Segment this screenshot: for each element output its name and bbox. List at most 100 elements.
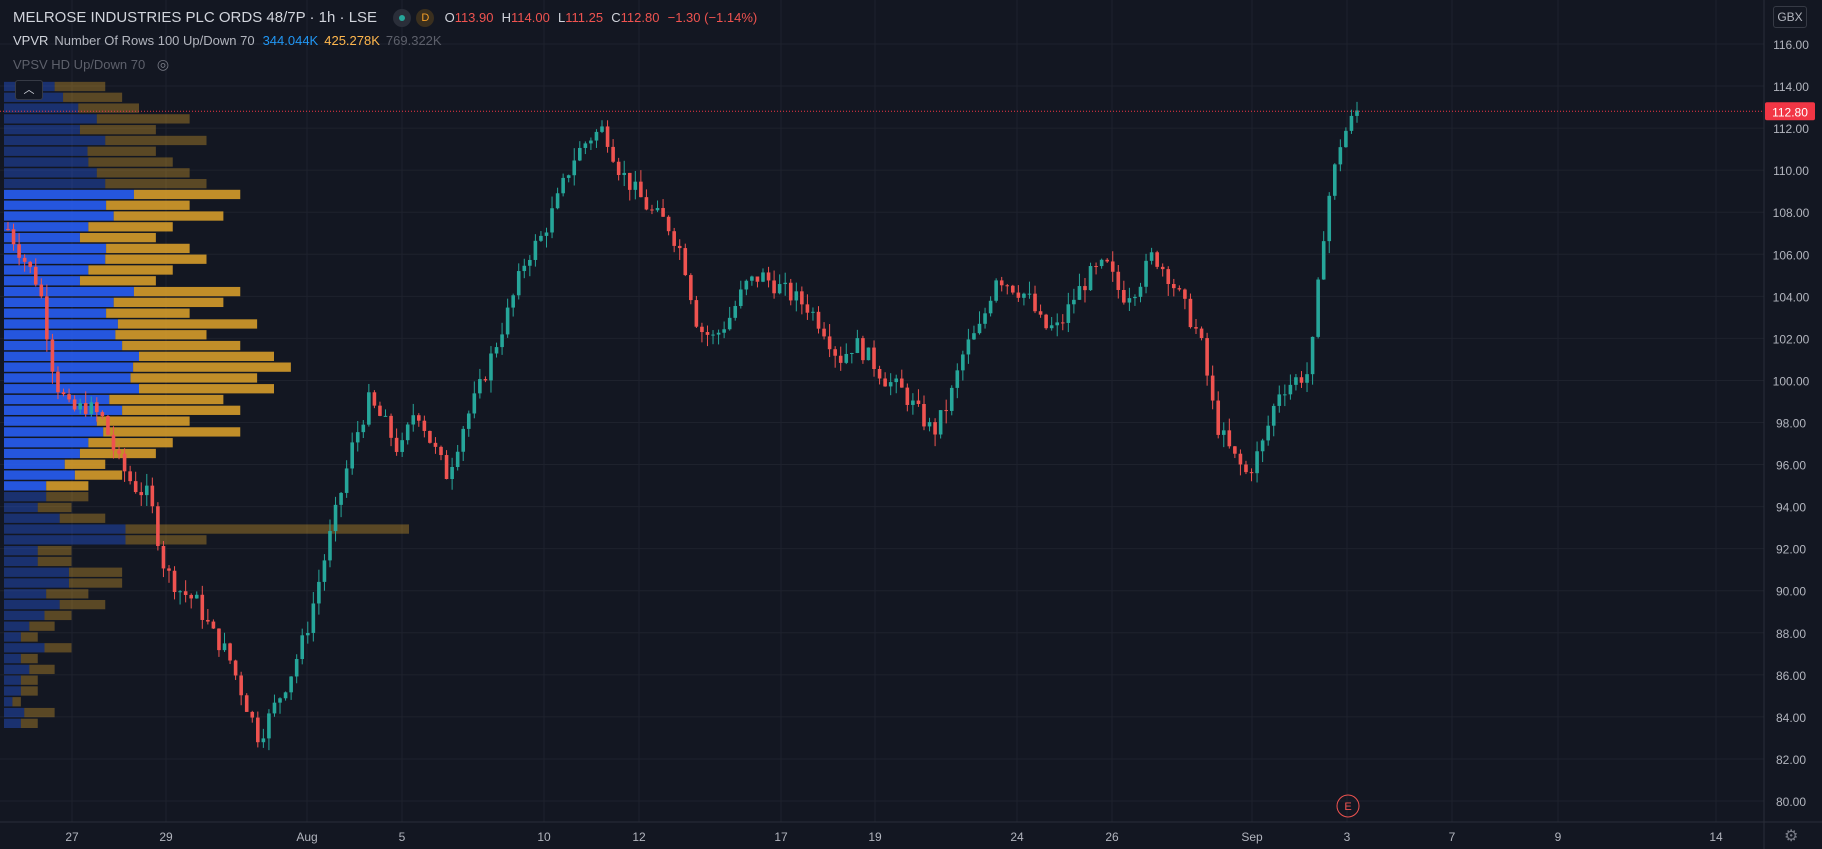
candle-body xyxy=(677,245,682,249)
candle-body xyxy=(1327,195,1332,242)
candle-body xyxy=(722,329,726,333)
candle-body xyxy=(500,334,504,348)
vpvr-total-volume: 769.322K xyxy=(385,33,442,48)
candle-body xyxy=(972,333,976,340)
x-tick-label: 3 xyxy=(1344,830,1351,844)
currency-button[interactable]: GBX xyxy=(1773,6,1807,28)
y-tick-label: 90.00 xyxy=(1776,585,1806,599)
candle-body xyxy=(39,284,44,297)
volume-profile-up-bar xyxy=(4,297,114,308)
candle-body xyxy=(1127,298,1132,303)
candle-body xyxy=(666,216,671,232)
candle-body xyxy=(905,387,910,405)
volume-profile-up-bar xyxy=(4,189,134,200)
candle-body xyxy=(983,313,987,324)
low-value: 111.25 xyxy=(565,10,604,25)
close-key: C xyxy=(611,10,621,25)
candle-body xyxy=(461,428,466,452)
candle-body xyxy=(511,295,515,308)
collapse-legend-button[interactable]: ︿ xyxy=(15,80,43,100)
candle-body xyxy=(650,209,654,211)
volume-profile-down-bar xyxy=(46,589,89,599)
earnings-marker[interactable] xyxy=(1336,794,1360,818)
volume-profile-down-bar xyxy=(96,416,190,426)
volume-profile-up-bar xyxy=(4,492,47,502)
candle-body xyxy=(289,676,293,693)
x-tick-label: 17 xyxy=(774,830,788,844)
volume-profile-down-bar xyxy=(125,535,207,545)
vpvr-indicator-legend[interactable]: VPVR Number Of Rows 100 Up/Down 70 344.044… xyxy=(13,33,442,48)
last-price-tag xyxy=(1765,102,1815,121)
candle-body xyxy=(777,284,782,294)
open-value: 113.90 xyxy=(454,10,494,25)
candle-body xyxy=(1049,325,1054,329)
candle-body xyxy=(616,161,621,176)
delayed-data-badge[interactable]: D xyxy=(416,9,435,28)
volume-profile-up-bar xyxy=(4,621,30,631)
candle-body xyxy=(1166,269,1171,285)
volume-profile-up-bar xyxy=(4,567,69,577)
y-tick-label: 116.00 xyxy=(1773,38,1809,52)
volume-profile-down-bar xyxy=(37,556,72,567)
candle-body xyxy=(1321,241,1326,280)
candle-body xyxy=(1210,375,1215,401)
candle-body xyxy=(206,619,210,622)
exchange-label[interactable]: LSE xyxy=(348,9,378,26)
candle-body xyxy=(489,353,493,381)
candle-body xyxy=(222,643,227,651)
candle-body xyxy=(228,643,232,661)
x-tick-label: 10 xyxy=(537,830,551,844)
candle-body xyxy=(888,382,893,387)
candle-body xyxy=(1194,327,1198,329)
interval-label[interactable]: 1h xyxy=(318,9,336,26)
candle-body xyxy=(788,282,793,301)
volume-profile-up-bar xyxy=(4,589,47,599)
candle-body xyxy=(100,412,105,417)
candle-body xyxy=(1205,338,1209,376)
vpvr-down-volume: 425.278K xyxy=(324,33,380,48)
candle-body xyxy=(1349,115,1354,131)
candle-body xyxy=(1005,285,1010,287)
volume-profile-up-bar xyxy=(4,697,13,707)
vpsv-indicator-legend[interactable]: VPSV HD Up/Down 70 ◎ xyxy=(13,56,169,73)
candle-body xyxy=(411,415,416,425)
candle-body xyxy=(433,442,438,447)
candle-body xyxy=(1316,279,1320,337)
candle-body xyxy=(144,485,149,496)
candle-body xyxy=(361,424,366,433)
candle-body xyxy=(805,304,810,313)
volume-profile-down-bar xyxy=(59,599,106,610)
candle-body xyxy=(405,424,410,441)
candle-body xyxy=(1294,377,1298,385)
volume-profile-down-bar xyxy=(103,427,241,437)
y-tick-label: 104.00 xyxy=(1773,290,1810,304)
gear-icon[interactable]: ⚙ xyxy=(1784,828,1799,845)
volume-profile-down-bar xyxy=(125,524,409,534)
volume-profile-down-bar xyxy=(20,686,38,696)
volume-profile-down-bar xyxy=(88,157,173,167)
candle-body xyxy=(1266,425,1270,441)
candle-body xyxy=(367,392,371,425)
candle-body xyxy=(1122,289,1126,303)
candle-body xyxy=(689,275,693,301)
volume-profile-down-bar xyxy=(79,276,156,286)
market-status-icon[interactable] xyxy=(393,9,412,28)
eye-crossed-icon[interactable]: ◎ xyxy=(156,56,170,72)
volume-profile-up-bar xyxy=(4,384,139,394)
volume-profile-up-bar xyxy=(4,146,88,156)
y-tick-label: 80.00 xyxy=(1776,795,1806,809)
candle-body xyxy=(50,339,55,372)
candle-body xyxy=(1310,336,1315,375)
candle-body xyxy=(600,126,604,132)
volume-profile-down-bar xyxy=(20,718,38,729)
volume-profile-down-bar xyxy=(46,492,89,502)
candle-body xyxy=(1099,259,1104,267)
vpvr-params: Number Of Rows 100 Up/Down 70 xyxy=(54,33,255,48)
candle-body xyxy=(700,326,704,333)
candle-body xyxy=(106,416,110,435)
symbol-name[interactable]: MELROSE INDUSTRIES PLC ORDS 48/7P xyxy=(13,9,306,26)
candle-body xyxy=(122,453,127,472)
volume-profile-up-bar xyxy=(4,308,107,318)
volume-profile-down-bar xyxy=(106,200,190,210)
